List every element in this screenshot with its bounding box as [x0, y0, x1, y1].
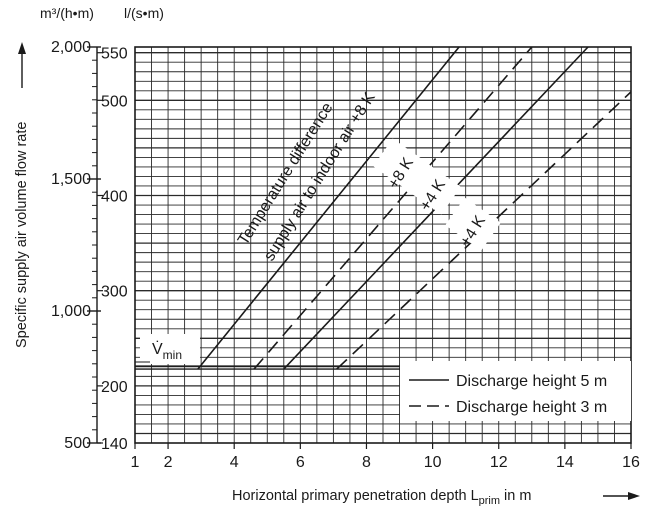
legend-item-dashed: Discharge height 3 m [409, 399, 607, 416]
x-axis-tick-label: 16 [622, 454, 640, 471]
right-scale-tick-label: 500 [101, 93, 128, 110]
x-axis-tick-label: 14 [556, 454, 574, 471]
right-scale-tick-label: 400 [101, 189, 128, 206]
series-line-solid [197, 46, 460, 370]
right-scale-tick-label: 200 [101, 379, 128, 396]
x-axis-tick-label: 4 [230, 454, 239, 471]
series-line-dashed [253, 46, 533, 370]
x-axis-label-tail: in m [500, 488, 531, 504]
svg-text:Discharge height 5 m: Discharge height 5 m [456, 373, 607, 390]
right-scale-tick-label: 550 [101, 46, 128, 63]
x-axis-tick-label: 6 [296, 454, 305, 471]
svg-text:V̇min: V̇min [152, 340, 182, 362]
legend-item-solid: Discharge height 5 m [409, 373, 607, 390]
vmin-sub: min [163, 348, 182, 362]
plot-frame [134, 46, 632, 444]
x-axis-label-sub: prim [479, 495, 500, 506]
y-axis-label: Specific supply air volume flow rate [14, 122, 30, 348]
x-axis-tick-label: 8 [362, 454, 371, 471]
x-axis-tick-label: 12 [490, 454, 508, 471]
y-axis-arrow [18, 42, 26, 88]
unit-left: m³/(h•m) [40, 5, 94, 21]
x-axis-label: Horizontal primary penetration depth Lpr… [232, 488, 531, 506]
vmin-main: V̇ [152, 340, 163, 358]
x-axis-tick-label: 2 [164, 454, 173, 471]
left-axis-tick-label: 2,000 [51, 39, 91, 56]
right-scale-tick-label: 140 [101, 436, 128, 453]
unit-right: l/(s•m) [124, 5, 164, 21]
left-axis-tick-label: 500 [64, 435, 91, 452]
left-axis-tick-label: 1,000 [51, 303, 91, 320]
legend: Discharge height 5 m Discharge height 3 … [400, 361, 631, 421]
x-axis-tick-label: 1 [131, 454, 140, 471]
svg-text:Discharge height 3 m: Discharge height 3 m [456, 399, 607, 416]
label-plus4k-solid: +4 K [405, 161, 461, 215]
vmin-label: V̇min [135, 334, 200, 364]
x-axis-label-main: Horizontal primary penetration depth L [232, 488, 479, 504]
left-axis-tick-label: 1,500 [51, 171, 91, 188]
x-axis-tick-label: 10 [424, 454, 442, 471]
right-scale-tick-label: 300 [101, 284, 128, 301]
label-plus4k-dashed: +4 K [445, 197, 501, 251]
x-axis-arrow [603, 492, 640, 500]
